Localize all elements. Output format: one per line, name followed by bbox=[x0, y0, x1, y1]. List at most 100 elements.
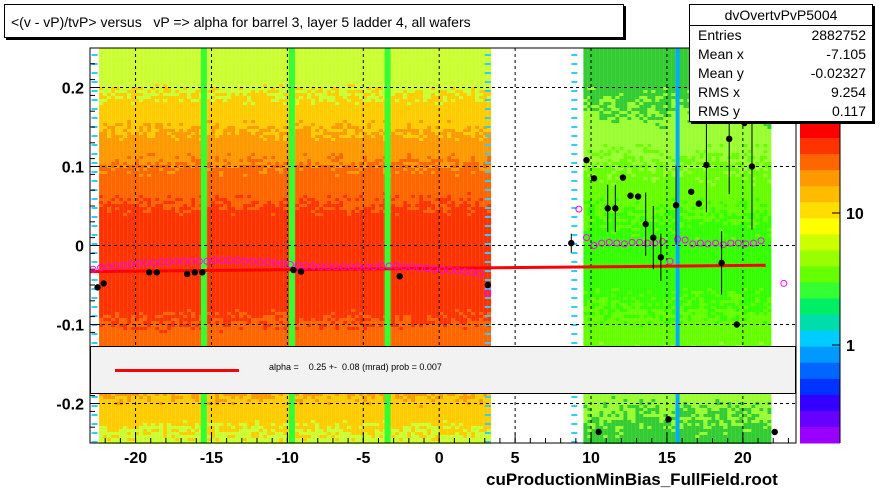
heatmap-cell bbox=[179, 159, 184, 162]
heatmap-cell bbox=[135, 66, 140, 69]
heatmap-cell bbox=[119, 336, 124, 339]
heatmap-cell bbox=[183, 144, 188, 147]
heatmap-cell bbox=[171, 225, 176, 228]
heatmap-cell bbox=[231, 267, 236, 270]
heatmap-cell bbox=[231, 93, 236, 96]
heatmap-cell bbox=[131, 339, 136, 342]
heatmap-cell bbox=[215, 438, 220, 441]
heatmap-cell bbox=[211, 264, 216, 267]
heatmap-cell bbox=[155, 156, 160, 159]
heatmap-cell bbox=[231, 108, 236, 111]
heatmap-cell bbox=[151, 96, 156, 99]
heatmap-cell bbox=[231, 120, 236, 123]
heatmap-cell bbox=[111, 243, 116, 246]
heatmap-cell bbox=[231, 48, 236, 51]
heatmap-cell bbox=[219, 318, 224, 321]
heatmap-cell bbox=[151, 249, 156, 252]
heatmap-cell bbox=[195, 234, 200, 237]
heatmap-cell bbox=[139, 150, 144, 153]
heatmap-cell bbox=[147, 213, 152, 216]
heatmap-cell bbox=[155, 105, 160, 108]
heatmap-cell bbox=[215, 168, 220, 171]
heatmap-cell bbox=[99, 252, 104, 255]
heatmap-cell bbox=[135, 51, 140, 54]
heatmap-cell bbox=[215, 153, 220, 156]
heatmap-cell bbox=[111, 312, 116, 315]
heatmap-cell bbox=[207, 168, 212, 171]
heatmap-cell bbox=[223, 417, 228, 420]
heatmap-cell bbox=[215, 249, 220, 252]
heatmap-cell bbox=[111, 81, 116, 84]
heatmap-cell bbox=[219, 336, 224, 339]
heatmap-cell bbox=[159, 210, 164, 213]
heatmap-cell bbox=[207, 231, 212, 234]
heatmap-cell bbox=[167, 189, 172, 192]
heatmap-cell bbox=[103, 330, 108, 333]
heatmap-cell bbox=[115, 213, 120, 216]
heatmap-cell bbox=[167, 201, 172, 204]
heatmap-cell bbox=[215, 105, 220, 108]
heatmap-cell bbox=[159, 423, 164, 426]
heatmap-cell bbox=[111, 63, 116, 66]
heatmap-cell bbox=[127, 324, 132, 327]
heatmap-cell bbox=[127, 126, 132, 129]
heatmap-cell bbox=[211, 216, 216, 219]
heatmap-cell bbox=[159, 183, 164, 186]
heatmap-cell bbox=[235, 303, 240, 306]
heatmap-cell bbox=[123, 129, 128, 132]
heatmap-cell bbox=[247, 240, 252, 243]
heatmap-cell bbox=[187, 213, 192, 216]
heatmap-cell bbox=[111, 51, 116, 54]
heatmap-cell bbox=[107, 159, 112, 162]
heatmap-cell bbox=[207, 207, 212, 210]
heatmap-cell bbox=[195, 90, 200, 93]
heatmap-cell bbox=[107, 240, 112, 243]
heatmap-cell bbox=[243, 135, 248, 138]
heatmap-cell bbox=[211, 123, 216, 126]
heatmap-cell bbox=[171, 99, 176, 102]
heatmap-cell bbox=[215, 192, 220, 195]
heatmap-cell bbox=[115, 273, 120, 276]
heatmap-cell bbox=[215, 219, 220, 222]
heatmap-cell bbox=[151, 51, 156, 54]
heatmap-cell bbox=[147, 114, 152, 117]
heatmap-cell bbox=[191, 66, 196, 69]
heatmap-cell bbox=[99, 243, 104, 246]
heatmap-cell bbox=[175, 168, 180, 171]
heatmap-cell bbox=[131, 411, 136, 414]
heatmap-cell bbox=[247, 123, 252, 126]
heatmap-cell bbox=[219, 279, 224, 282]
heatmap-cell bbox=[175, 396, 180, 399]
heatmap-cell bbox=[231, 228, 236, 231]
heatmap-cell bbox=[195, 342, 200, 345]
heatmap-cell bbox=[211, 276, 216, 279]
heatmap-cell bbox=[183, 393, 188, 396]
heatmap-cell bbox=[135, 294, 140, 297]
heatmap-cell bbox=[171, 105, 176, 108]
heatmap-cell bbox=[167, 108, 172, 111]
heatmap-cell bbox=[235, 342, 240, 345]
heatmap-cell bbox=[115, 54, 120, 57]
heatmap-cell bbox=[175, 147, 180, 150]
heatmap-cell bbox=[175, 171, 180, 174]
heatmap-cell bbox=[247, 93, 252, 96]
heatmap-cell bbox=[131, 429, 136, 432]
heatmap-cell bbox=[243, 48, 248, 51]
heatmap-cell bbox=[135, 432, 140, 435]
heatmap-cell bbox=[119, 396, 124, 399]
heatmap-cell bbox=[215, 393, 220, 396]
heatmap-cell bbox=[187, 207, 192, 210]
heatmap-cell bbox=[231, 135, 236, 138]
heatmap-cell bbox=[147, 105, 152, 108]
heatmap-cell bbox=[211, 234, 216, 237]
heatmap-cell bbox=[115, 285, 120, 288]
heatmap-cell bbox=[235, 129, 240, 132]
heatmap-cell bbox=[211, 174, 216, 177]
heatmap-cell bbox=[247, 189, 252, 192]
heatmap-cell bbox=[99, 81, 104, 84]
heatmap-cell bbox=[239, 99, 244, 102]
heatmap-cell bbox=[171, 183, 176, 186]
heatmap-cell bbox=[111, 144, 116, 147]
heatmap-cell bbox=[107, 210, 112, 213]
heatmap-cell bbox=[171, 81, 176, 84]
